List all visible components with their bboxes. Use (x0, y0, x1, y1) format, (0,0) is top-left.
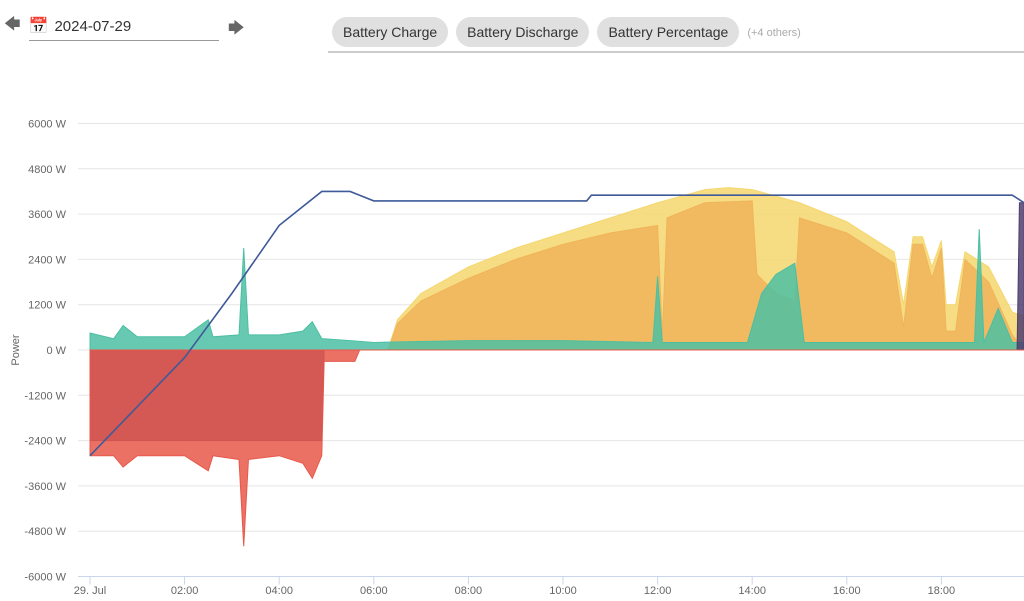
x-tick-label: 08:00 (455, 585, 483, 597)
y-tick-label: 1200 W (28, 300, 67, 312)
series-filter: Battery Charge Battery Discharge Battery… (328, 17, 1024, 53)
y-axis-title: Power (10, 334, 22, 366)
y-tick-label: -4800 W (24, 526, 66, 538)
more-series-count[interactable]: (+4 others) (747, 27, 801, 39)
y-tick-label: -2400 W (24, 436, 66, 448)
y-tick-label: 2400 W (28, 254, 67, 266)
series-battery-percentage-line (89, 190, 1024, 457)
date-input[interactable]: 📅 2024-07-29 (28, 12, 219, 41)
x-tick-label: 18:00 (928, 585, 956, 597)
series-grid-area (89, 349, 1024, 547)
x-tick-label: 10:00 (549, 585, 577, 597)
arrow-left-icon[interactable]: 🡄 (4, 16, 21, 33)
y-tick-label: 4800 W (28, 164, 67, 176)
series-battery-charge-area (90, 200, 1024, 351)
y-tick-label: -3600 W (24, 481, 66, 493)
calendar-icon[interactable]: 📅 (28, 18, 49, 35)
x-tick-label: 16:00 (833, 585, 861, 597)
x-tick-label: 12:00 (644, 585, 672, 597)
y-tick-label: 0 W (46, 345, 66, 357)
y-tick-label: 6000 W (28, 119, 67, 131)
x-tick-label: 06:00 (360, 585, 388, 597)
x-tick-label: 04:00 (265, 585, 293, 597)
chip-battery-discharge[interactable]: Battery Discharge (456, 17, 590, 47)
x-tick-label: 29. Jul (74, 585, 106, 597)
chip-battery-charge[interactable]: Battery Charge (332, 17, 449, 47)
y-tick-label: -1200 W (24, 390, 66, 402)
date-navigator: 🡄 📅 2024-07-29 (4, 12, 219, 41)
series-load-area (89, 229, 1024, 351)
y-tick-label: -6000 W (24, 572, 66, 584)
date-value: 2024-07-29 (54, 17, 132, 35)
x-tick-label: 14:00 (738, 585, 766, 597)
arrow-right-icon[interactable]: 🡆 (228, 20, 245, 37)
chip-battery-percentage[interactable]: Battery Percentage (597, 17, 740, 47)
x-tick-label: 02:00 (171, 585, 199, 597)
y-tick-label: 3600 W (28, 209, 67, 221)
